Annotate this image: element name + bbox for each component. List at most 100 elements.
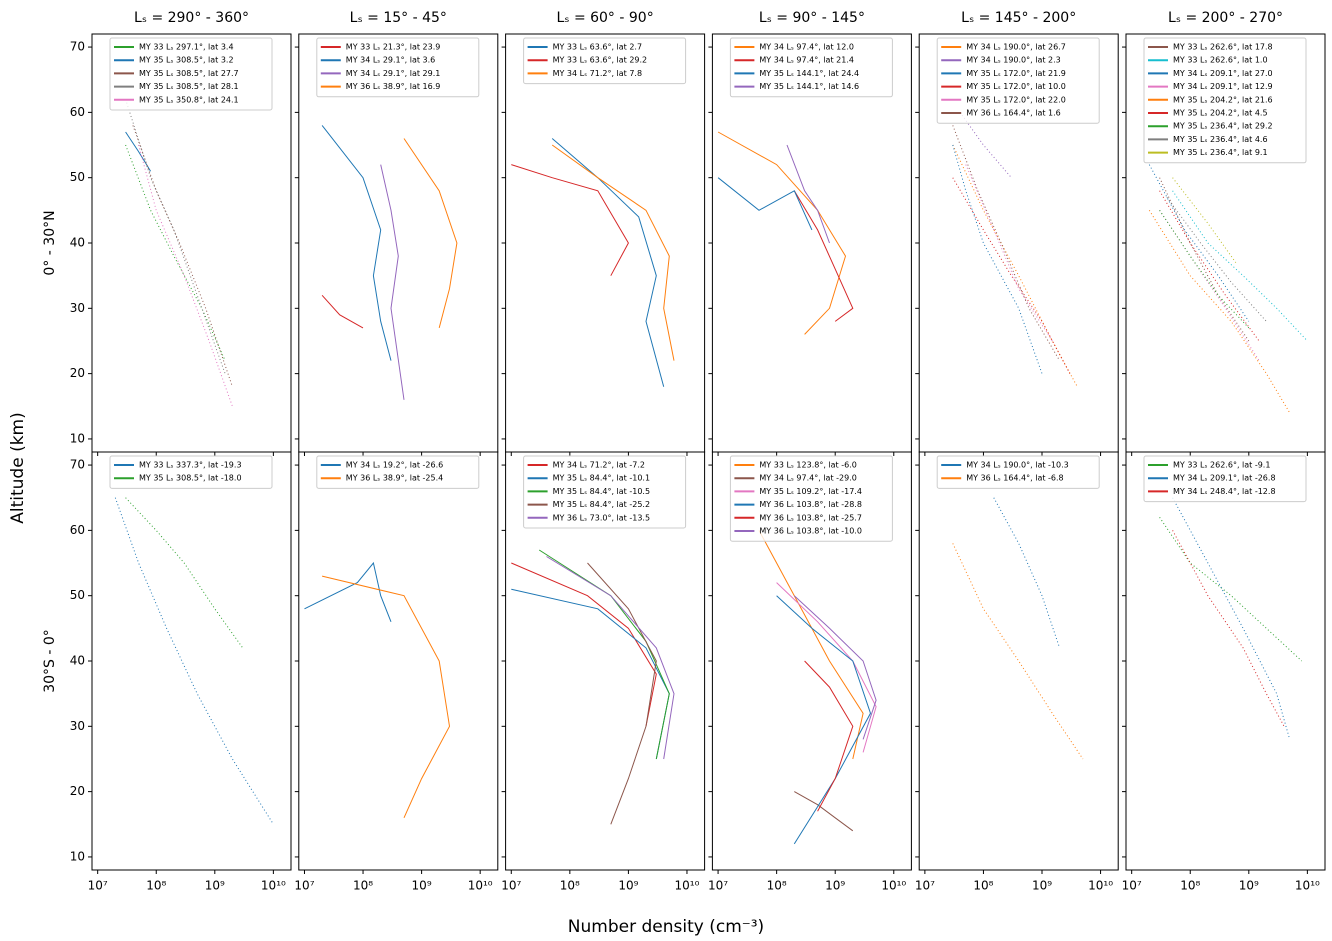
y-tick-label: 30 xyxy=(70,301,85,315)
legend-label: MY 34 Lₛ 97.4°, lat 12.0 xyxy=(759,43,854,52)
panel: MY 33 Lₛ 123.8°, lat -6.0 MY 34 Lₛ 97.4°,… xyxy=(729,455,893,845)
legend-label: MY 33 Lₛ 262.6°, lat -9.1 xyxy=(1173,461,1270,470)
legend-label: MY 34 Lₛ 209.1°, lat -26.8 xyxy=(1173,474,1276,483)
legend-label: MY 35 Lₛ 236.4°, lat 29.2 xyxy=(1173,122,1273,131)
profile-line xyxy=(1172,497,1291,740)
profile-line xyxy=(551,138,665,387)
panel-title: Lₛ = 200° - 270° xyxy=(1168,10,1283,26)
legend-label: MY 35 Lₛ 84.4°, lat -10.5 xyxy=(553,487,650,496)
profile-line xyxy=(114,497,274,825)
y-tick-label: 30 xyxy=(70,719,85,733)
legend-box xyxy=(109,455,273,489)
x-tick-label: 10¹⁰ xyxy=(1295,879,1320,893)
y-tick-label: 70 xyxy=(70,458,85,472)
x-tick-label: 10¹⁰ xyxy=(881,879,906,893)
profile-line xyxy=(993,497,1061,649)
legend-box xyxy=(316,37,480,98)
panel-title: Lₛ = 145° - 200° xyxy=(961,10,1076,26)
legend-label: MY 35 Lₛ 308.5°, lat 27.7 xyxy=(139,69,239,78)
panel: MY 33 Lₛ 297.1°, lat 3.4 MY 35 Lₛ 308.5°,… xyxy=(109,37,273,407)
x-tick-label: 10⁷ xyxy=(708,879,728,893)
panel: MY 33 Lₛ 262.6°, lat -9.1 MY 34 Lₛ 209.1°… xyxy=(1143,455,1307,740)
x-tick-label: 10¹⁰ xyxy=(261,879,286,893)
profile-line xyxy=(125,497,244,649)
profile-line xyxy=(321,294,364,329)
legend-label: MY 34 Lₛ 19.2°, lat -26.6 xyxy=(346,461,443,470)
profile-line xyxy=(965,164,1053,342)
legend-label: MY 36 Lₛ 38.9°, lat 16.9 xyxy=(346,82,441,91)
panel: MY 34 Lₛ 190.0°, lat 26.7 MY 34 Lₛ 190.0°… xyxy=(936,37,1100,387)
legend-label: MY 35 Lₛ 350.8°, lat 24.1 xyxy=(139,95,239,104)
legend-label: MY 33 Lₛ 123.8°, lat -6.0 xyxy=(759,461,856,470)
y-tick-label: 50 xyxy=(70,170,85,184)
panel-frame xyxy=(505,33,706,453)
legend-box xyxy=(1143,37,1307,164)
y-tick-label: 20 xyxy=(70,366,85,380)
y-tick-label: 20 xyxy=(70,784,85,798)
legend-label: MY 36 Lₛ 164.4°, lat -6.8 xyxy=(966,474,1063,483)
profile-line xyxy=(1166,197,1267,322)
legend-label: MY 34 Lₛ 248.4°, lat -12.8 xyxy=(1173,487,1276,496)
legend-label: MY 35 Lₛ 109.2°, lat -17.4 xyxy=(759,487,862,496)
y-tick-label: 60 xyxy=(70,105,85,119)
x-tick-label: 10⁹ xyxy=(205,879,225,893)
legend-label: MY 34 Lₛ 29.1°, lat 3.6 xyxy=(346,56,435,65)
legend-label: MY 33 Lₛ 337.3°, lat -19.3 xyxy=(139,461,242,470)
panel-title: Lₛ = 60° - 90° xyxy=(556,10,653,26)
panel-title: Lₛ = 15° - 45° xyxy=(350,10,447,26)
profile-line xyxy=(793,190,854,322)
profile-line xyxy=(125,131,152,172)
x-tick-label: 10⁷ xyxy=(1122,879,1142,893)
x-tick-label: 10⁷ xyxy=(294,879,314,893)
y-tick-label: 10 xyxy=(70,849,85,863)
legend-label: MY 36 Lₛ 164.4°, lat 1.6 xyxy=(966,109,1061,118)
x-tick-label: 10⁸ xyxy=(560,879,580,893)
legend-label: MY 36 Lₛ 73.0°, lat -13.5 xyxy=(553,513,650,522)
profile-line xyxy=(403,138,458,329)
profile-line xyxy=(717,131,847,335)
x-tick-label: 10⁷ xyxy=(88,879,108,893)
profile-line xyxy=(794,791,854,832)
row-label: 0° - 30°N xyxy=(42,210,58,275)
legend-label: MY 35 Lₛ 308.5°, lat 3.2 xyxy=(139,56,234,65)
legend-box xyxy=(316,455,480,489)
legend-label: MY 35 Lₛ 172.0°, lat 10.0 xyxy=(966,82,1066,91)
profile-line xyxy=(1159,210,1260,361)
legend-label: MY 34 Lₛ 190.0°, lat 2.3 xyxy=(966,56,1061,65)
profile-line xyxy=(125,144,226,361)
legend-label: MY 36 Lₛ 103.8°, lat -25.7 xyxy=(759,513,862,522)
panel: MY 33 Lₛ 21.3°, lat 23.9 MY 34 Lₛ 29.1°, … xyxy=(316,37,480,400)
legend-label: MY 33 Lₛ 63.6°, lat 29.2 xyxy=(553,56,648,65)
x-tick-label: 10¹⁰ xyxy=(468,879,493,893)
profile-line xyxy=(321,125,392,361)
profile-line xyxy=(125,99,226,374)
legend-box xyxy=(729,37,893,98)
legend-label: MY 34 Lₛ 29.1°, lat 29.1 xyxy=(346,69,441,78)
profile-line xyxy=(952,144,1078,387)
y-tick-label: 70 xyxy=(70,40,85,54)
profile-line xyxy=(551,144,675,361)
legend-label: MY 33 Lₛ 63.6°, lat 2.7 xyxy=(553,43,642,52)
panel-frame xyxy=(298,451,499,871)
legend-label: MY 34 Lₛ 190.0°, lat -10.3 xyxy=(966,461,1069,470)
profile-line xyxy=(1172,190,1308,342)
panel: MY 34 Lₛ 71.2°, lat -7.2 MY 35 Lₛ 84.4°, … xyxy=(511,455,687,825)
y-tick-label: 40 xyxy=(70,654,85,668)
profile-line xyxy=(138,144,233,407)
legend-label: MY 34 Lₛ 190.0°, lat 26.7 xyxy=(966,43,1066,52)
legend-label: MY 35 Lₛ 308.5°, lat -18.0 xyxy=(139,474,242,483)
panel: MY 33 Lₛ 337.3°, lat -19.3 MY 35 Lₛ 308.5… xyxy=(109,455,274,825)
legend-label: MY 34 Lₛ 209.1°, lat 27.0 xyxy=(1173,69,1273,78)
profile-line xyxy=(1159,190,1260,342)
profile-line xyxy=(1159,177,1250,342)
y-tick-label: 50 xyxy=(70,588,85,602)
profile-line xyxy=(952,543,1084,760)
legend-label: MY 35 Lₛ 84.4°, lat -25.2 xyxy=(553,500,650,509)
legend-label: MY 35 Lₛ 236.4°, lat 4.6 xyxy=(1173,135,1268,144)
legend-label: MY 35 Lₛ 144.1°, lat 14.6 xyxy=(759,82,859,91)
legend-label: MY 34 Lₛ 71.2°, lat -7.2 xyxy=(553,461,645,470)
profile-line xyxy=(546,556,675,760)
profile-line xyxy=(804,660,854,812)
